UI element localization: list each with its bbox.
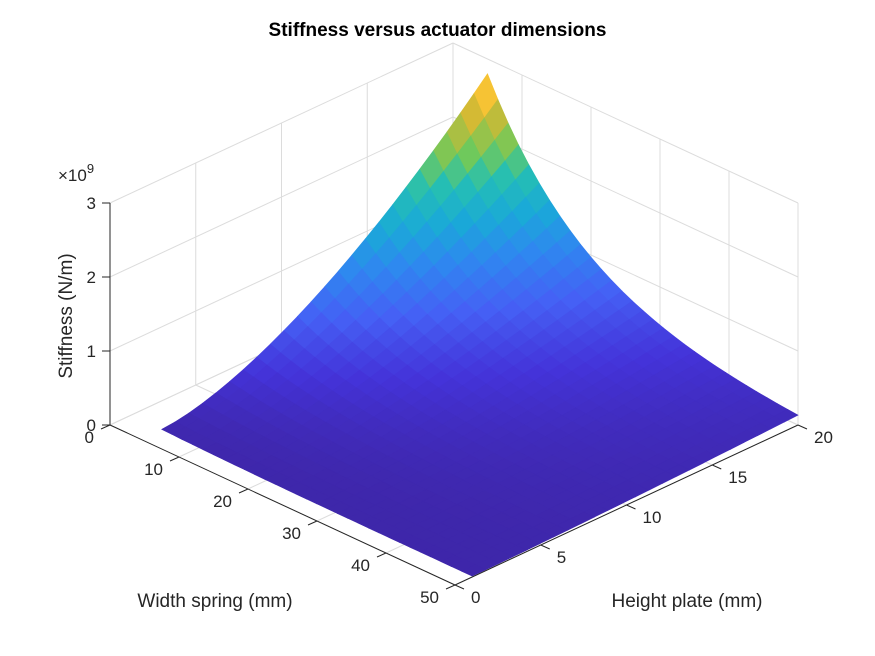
y-tick-mark xyxy=(712,464,722,470)
y-tick-label: 0 xyxy=(471,588,480,607)
y-tick-label: 20 xyxy=(814,428,833,447)
surface-patch xyxy=(461,564,487,577)
chart-title: Stiffness versus actuator dimensions xyxy=(268,20,607,41)
x-tick-mark xyxy=(307,520,318,526)
y-tick-mark xyxy=(540,544,550,550)
y-tick-mark xyxy=(454,584,465,590)
y-tick-label: 10 xyxy=(643,508,662,527)
z-axis-label: Stiffness (N/m) xyxy=(56,253,77,378)
x-tick-mark xyxy=(169,456,180,462)
x-tick-label: 10 xyxy=(144,460,163,479)
x-tick-label: 50 xyxy=(420,588,439,607)
y-tick-label: 15 xyxy=(728,468,747,487)
y-tick-label: 5 xyxy=(557,548,566,567)
surface-layer xyxy=(161,73,799,577)
x-tick-mark xyxy=(100,424,111,430)
x-tick-label: 40 xyxy=(351,556,370,575)
gridline-z xyxy=(452,42,799,204)
y-axis-label: Height plate (mm) xyxy=(612,591,763,612)
z-tick-label: 0 xyxy=(87,416,96,435)
z-tick-label: 1 xyxy=(87,342,96,361)
z-tick-label: 2 xyxy=(87,268,96,287)
y-tick-mark xyxy=(797,424,808,430)
z-multiplier: ×109 xyxy=(58,161,94,185)
z-tick-label: 3 xyxy=(87,194,96,213)
x-tick-label: 20 xyxy=(213,492,232,511)
x-axis-label: Width spring (mm) xyxy=(137,591,292,612)
x-tick-mark xyxy=(445,584,456,590)
x-axis-line xyxy=(109,424,456,586)
x-tick-label: 30 xyxy=(282,524,301,543)
x-tick-mark xyxy=(376,552,387,558)
tick-layer: 0 10 20 30 40 50 0 5 10 15 20 0 1 2 3 xyxy=(85,194,833,607)
y-tick-mark xyxy=(626,504,636,510)
x-tick-label: 0 xyxy=(85,428,94,447)
x-tick-mark xyxy=(238,488,249,494)
